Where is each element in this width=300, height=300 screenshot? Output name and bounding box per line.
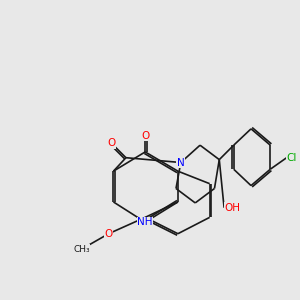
Text: NH: NH [137, 217, 153, 227]
Text: CH₃: CH₃ [74, 244, 90, 253]
Text: O: O [104, 229, 113, 239]
Text: O: O [107, 138, 116, 148]
Text: N: N [177, 158, 185, 167]
Text: Cl: Cl [286, 153, 297, 163]
Text: OH: OH [224, 203, 240, 213]
Text: O: O [141, 130, 149, 141]
